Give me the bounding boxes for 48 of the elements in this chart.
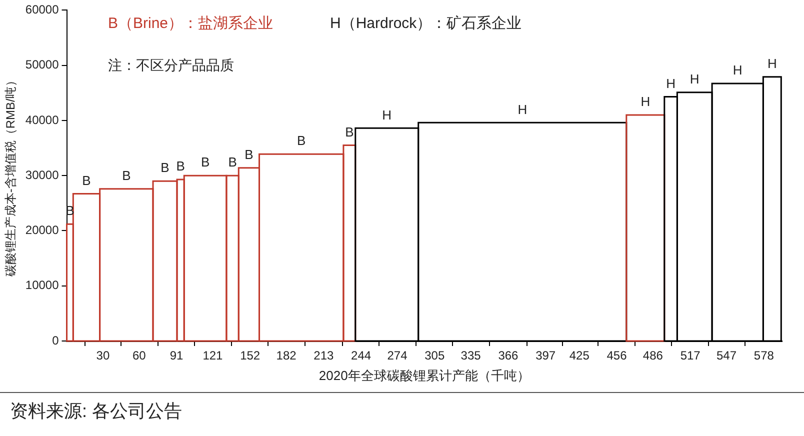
x-tick-label: 152	[240, 348, 260, 363]
data-label: B	[122, 168, 131, 183]
data-label: H	[382, 107, 392, 122]
x-tick-label: 30	[96, 348, 110, 363]
x-tick-label: 60	[132, 348, 146, 363]
data-label: H	[767, 56, 777, 71]
x-tick-label: 305	[424, 348, 445, 363]
data-label: H	[690, 71, 700, 86]
x-tick-label: 486	[642, 348, 664, 363]
x-tick-label: 425	[569, 348, 590, 363]
y-tick-label: 0	[52, 333, 60, 348]
data-label: B	[200, 154, 210, 170]
text: 资料来源: 各公司公告	[0, 392, 804, 429]
x-tick-label: 366	[498, 348, 519, 363]
x-tick-label: 335	[460, 348, 482, 363]
annotation: B（Brine）：盐湖系企业	[108, 14, 274, 33]
y-tick-label: 40000	[25, 112, 60, 127]
annotation: 注：不区分产品品质	[108, 57, 234, 75]
y-tick-label: 30000	[25, 168, 60, 182]
data-label: B	[244, 146, 254, 162]
y-tick-label: 10000	[25, 278, 60, 292]
data-label: H	[732, 62, 742, 78]
x-tick-label: 274	[387, 348, 408, 363]
x-axis-title: 2020年全球碳酸锂累计产能（千吨）	[318, 368, 530, 383]
x-tick-label: 91	[170, 348, 184, 363]
y-tick-label: 20000	[25, 223, 60, 238]
x-tick-label: 547	[716, 348, 737, 363]
data-label: B	[176, 158, 185, 174]
data-label: B	[82, 172, 91, 188]
x-tick-label: 456	[606, 348, 628, 363]
y-axis-title: 碳酸锂生产成本-含增值税（RMB/吨）	[4, 74, 18, 278]
data-label: B	[345, 124, 354, 140]
x-tick-label: 397	[536, 348, 556, 363]
x-tick-label: 213	[314, 348, 334, 363]
data-label: H	[640, 94, 650, 110]
y-tick-label: 60000	[25, 2, 60, 17]
data-label: B	[228, 154, 237, 170]
y-tick-label: 50000	[25, 58, 60, 72]
data-label: B	[297, 133, 306, 148]
data-label: B	[160, 160, 170, 176]
x-tick-label: 517	[680, 348, 701, 363]
x-tick-label: 121	[202, 348, 224, 363]
x-tick-label: 578	[754, 348, 774, 363]
x-tick-label: 244	[351, 348, 372, 363]
x-tick-label: 182	[276, 348, 297, 363]
annotation: H（Hardrock）：矿石系企业	[330, 14, 522, 33]
data-label: H	[518, 102, 528, 117]
data-label: H	[666, 76, 676, 91]
